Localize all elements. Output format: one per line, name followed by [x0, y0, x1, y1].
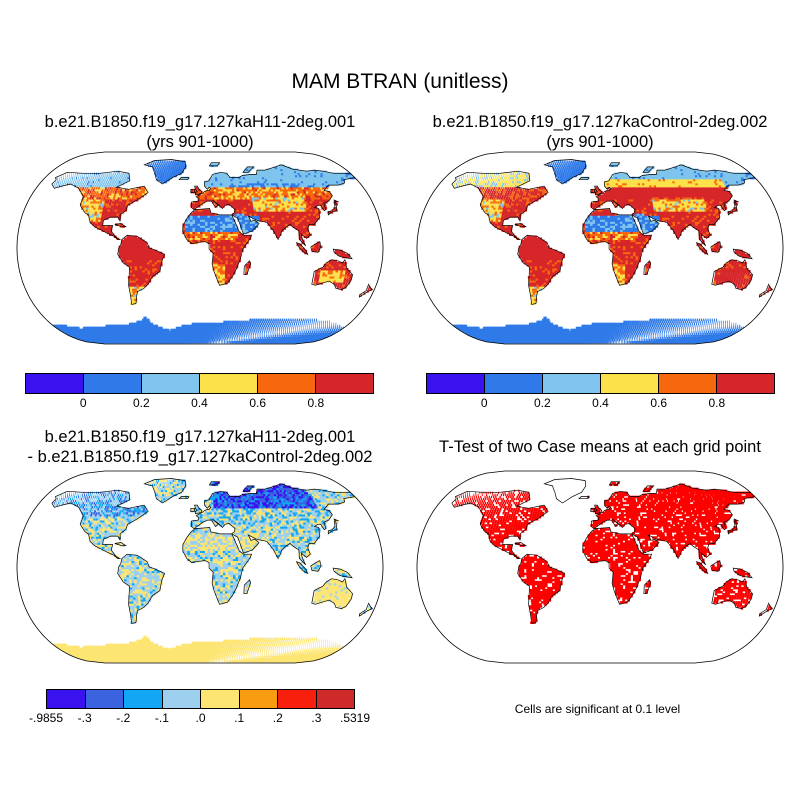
colorbar-swatch: [278, 690, 317, 708]
colorbar-tick-label: 0: [480, 396, 488, 410]
panel-title-line1: b.e21.B1850.f19_g17.127kaControl-2deg.00…: [432, 113, 768, 131]
colorbar-tick-label: .1: [234, 711, 245, 725]
colorbar-swatch: [659, 374, 717, 393]
colorbar-swatch: [316, 690, 354, 708]
colorbar-swatch: [543, 374, 601, 393]
map-cells: [52, 479, 373, 663]
panel-title-line1: T-Test of two Case means at each grid po…: [439, 438, 761, 456]
panel-title-line2: (yrs 901-1000): [546, 133, 654, 151]
map-ttest: [416, 470, 784, 664]
colorbar-tick-label: -.9855: [28, 711, 64, 725]
colorbar-swatch: [201, 690, 240, 708]
map-case2: [416, 151, 784, 345]
colorbar-swatch: [239, 690, 278, 708]
colorbar-swatch: [601, 374, 659, 393]
colorbar-swatch: [200, 374, 258, 393]
coastlines: [451, 478, 773, 624]
map-difference: [16, 470, 384, 664]
panel-title-line1: b.e21.B1850.f19_g17.127kaH11-2deg.001: [44, 428, 356, 446]
colorbar-swatch: [142, 374, 200, 393]
map-border: [416, 151, 784, 345]
colorbar-tick-label: .5319: [339, 711, 371, 725]
colorbar-tick-label: -.3: [77, 711, 92, 725]
panel-title-top-left: b.e21.B1850.f19_g17.127kaH11-2deg.001 (y…: [0, 112, 400, 152]
colorbar-case2: [426, 373, 775, 394]
colorbar-swatch: [717, 374, 774, 393]
map-case1: [16, 151, 384, 345]
colorbar-tick-label: 0.6: [249, 396, 266, 410]
colorbar-tick-label: 0.2: [132, 396, 150, 410]
coastlines: [451, 159, 773, 305]
colorbar-swatch: [85, 690, 124, 708]
colorbar-swatch: [316, 374, 373, 393]
map-cells: [52, 160, 373, 344]
panel-title-bottom-right: T-Test of two Case means at each grid po…: [400, 437, 800, 457]
map-border: [416, 470, 784, 664]
colorbar-tick-label: 0: [79, 396, 87, 410]
colorbar-tick-label: .2: [272, 711, 283, 725]
colorbar-difference: [46, 689, 355, 709]
colorbar-tick-label: 0.6: [650, 396, 667, 410]
panel-title-line2: (yrs 901-1000): [146, 133, 254, 151]
colorbar-tick-label: 0.8: [307, 396, 325, 410]
colorbar-tick-label: 0.2: [533, 396, 551, 410]
panel-title-line1: b.e21.B1850.f19_g17.127kaH11-2deg.001: [44, 113, 356, 131]
coastlines: [51, 159, 373, 305]
panel-title-bottom-left: b.e21.B1850.f19_g17.127kaH11-2deg.001 - …: [0, 427, 400, 467]
colorbar-swatch: [124, 690, 163, 708]
map-cells: [454, 481, 773, 624]
colorbar-case1: [25, 373, 374, 394]
colorbar-swatch: [485, 374, 543, 393]
significance-note: Cells are significant at 0.1 level: [514, 702, 681, 716]
figure-title: MAM BTRAN (unitless): [291, 70, 509, 93]
colorbar-swatch: [427, 374, 485, 393]
colorbar-swatch: [84, 374, 142, 393]
colorbar-tick-label: 0.4: [592, 396, 609, 410]
colorbar-tick-label: 0.4: [191, 396, 208, 410]
coastlines: [51, 478, 373, 624]
colorbar-swatch: [258, 374, 316, 393]
colorbar-tick-label: .0: [195, 711, 206, 725]
map-border: [16, 470, 384, 664]
colorbar-tick-label: 0.8: [708, 396, 726, 410]
colorbar-tick-label: -.1: [154, 711, 169, 725]
colorbar-tick-label: .3: [311, 711, 322, 725]
colorbar-swatch: [162, 690, 201, 708]
colorbar-swatch: [47, 690, 86, 708]
colorbar-tick-label: -.2: [116, 711, 131, 725]
colorbar-swatch: [26, 374, 84, 393]
map-border: [16, 151, 384, 345]
panel-title-top-right: b.e21.B1850.f19_g17.127kaControl-2deg.00…: [400, 112, 800, 152]
panel-title-line2: - b.e21.B1850.f19_g17.127kaControl-2deg.…: [27, 448, 373, 466]
